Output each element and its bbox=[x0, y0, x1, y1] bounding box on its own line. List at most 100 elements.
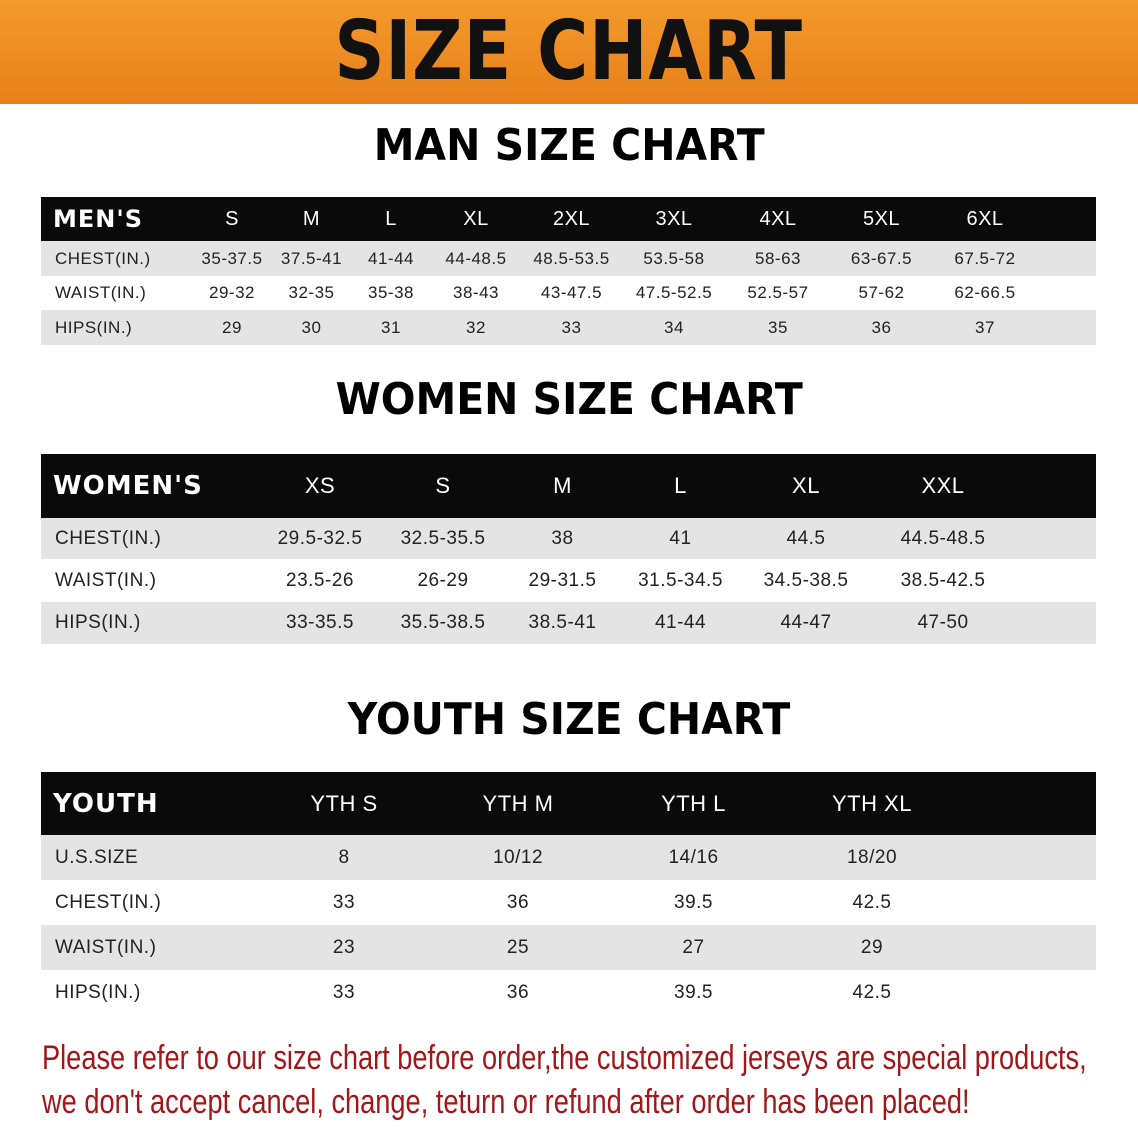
women-section-title: WOMEN SIZE CHART bbox=[0, 374, 1138, 425]
measurement-value: 29-32 bbox=[192, 276, 272, 310]
measurement-value: 38-43 bbox=[431, 276, 521, 310]
measurement-value: 33-35.5 bbox=[258, 602, 382, 644]
size-column-header: S bbox=[192, 197, 272, 241]
measurement-value: 29 bbox=[782, 925, 962, 970]
measurement-value: 43-47.5 bbox=[521, 276, 622, 310]
measurement-label: HIPS(IN.) bbox=[41, 310, 192, 345]
measurement-label: WAIST(IN.) bbox=[41, 276, 192, 310]
table-row: CHEST(IN.) 35-37.5 37.5-41 41-44 44-48.5 48.5… bbox=[41, 241, 1096, 276]
size-column-header: 3XL bbox=[622, 197, 726, 241]
measurement-value: 38 bbox=[504, 518, 621, 559]
empty-cell bbox=[962, 772, 1096, 835]
men-header-row: MEN'S S M L XL 2XL 3XL 4XL 5XL 6XL bbox=[41, 197, 1096, 241]
table-row: U.S.SIZE 8 10/12 14/16 18/20 bbox=[41, 835, 1096, 880]
women-title-text: WOMEN SIZE CHART bbox=[335, 374, 803, 425]
measurement-value: 26-29 bbox=[382, 559, 504, 602]
youth-header-label: YOUTH bbox=[41, 772, 257, 835]
measurement-value: 36 bbox=[431, 880, 605, 925]
measurement-value: 41-44 bbox=[621, 602, 740, 644]
measurement-value: 47.5-52.5 bbox=[622, 276, 726, 310]
measurement-value: 39.5 bbox=[605, 970, 782, 1015]
measurement-value: 62-66.5 bbox=[933, 276, 1037, 310]
measurement-value: 25 bbox=[431, 925, 605, 970]
youth-section-title: YOUTH SIZE CHART bbox=[0, 694, 1138, 745]
measurement-value: 47-50 bbox=[872, 602, 1014, 644]
measurement-value: 31 bbox=[351, 310, 431, 345]
measurement-value: 39.5 bbox=[605, 880, 782, 925]
measurement-value: 36 bbox=[431, 970, 605, 1015]
measurement-value: 35-37.5 bbox=[192, 241, 272, 276]
measurement-value: 41-44 bbox=[351, 241, 431, 276]
measurement-value: 38.5-42.5 bbox=[872, 559, 1014, 602]
measurement-label: U.S.SIZE bbox=[41, 835, 257, 880]
measurement-value: 42.5 bbox=[782, 970, 962, 1015]
size-column-header: XS bbox=[258, 454, 382, 518]
measurement-value: 18/20 bbox=[782, 835, 962, 880]
size-column-header: L bbox=[621, 454, 740, 518]
empty-cell bbox=[1037, 197, 1096, 241]
empty-cell bbox=[962, 835, 1096, 880]
measurement-value: 30 bbox=[272, 310, 351, 345]
size-column-header: YTH XL bbox=[782, 772, 962, 835]
youth-size-table: YOUTH YTH S YTH M YTH L YTH XL U.S.SIZE 8 10/12… bbox=[41, 772, 1096, 1015]
measurement-value: 63-67.5 bbox=[830, 241, 933, 276]
empty-cell bbox=[962, 880, 1096, 925]
men-header-label: MEN'S bbox=[41, 197, 192, 241]
measurement-label: WAIST(IN.) bbox=[41, 925, 257, 970]
size-column-header: XXL bbox=[872, 454, 1014, 518]
measurement-value: 37.5-41 bbox=[272, 241, 351, 276]
measurement-value: 34.5-38.5 bbox=[740, 559, 872, 602]
banner-title: SIZE CHART bbox=[334, 4, 804, 99]
measurement-value: 36 bbox=[830, 310, 933, 345]
measurement-value: 10/12 bbox=[431, 835, 605, 880]
measurement-value: 58-63 bbox=[726, 241, 830, 276]
women-header-label: WOMEN'S bbox=[41, 454, 258, 518]
measurement-value: 38.5-41 bbox=[504, 602, 621, 644]
measurement-label: CHEST(IN.) bbox=[41, 241, 192, 276]
empty-cell bbox=[1014, 518, 1096, 559]
measurement-value: 44-48.5 bbox=[431, 241, 521, 276]
table-row: WAIST(IN.) 23.5-26 26-29 29-31.5 31.5-34.5 34… bbox=[41, 559, 1096, 602]
table-row: HIPS(IN.) 33 36 39.5 42.5 bbox=[41, 970, 1096, 1015]
table-row: WAIST(IN.) 23 25 27 29 bbox=[41, 925, 1096, 970]
measurement-value: 33 bbox=[521, 310, 622, 345]
empty-cell bbox=[962, 970, 1096, 1015]
measurement-label: HIPS(IN.) bbox=[41, 970, 257, 1015]
measurement-value: 14/16 bbox=[605, 835, 782, 880]
table-row: HIPS(IN.) 29 30 31 32 33 34 35 36 37 bbox=[41, 310, 1096, 345]
measurement-value: 42.5 bbox=[782, 880, 962, 925]
empty-cell bbox=[962, 925, 1096, 970]
size-column-header: M bbox=[272, 197, 351, 241]
measurement-value: 52.5-57 bbox=[726, 276, 830, 310]
measurement-value: 44.5-48.5 bbox=[872, 518, 1014, 559]
measurement-value: 31.5-34.5 bbox=[621, 559, 740, 602]
size-column-header: YTH L bbox=[605, 772, 782, 835]
empty-cell bbox=[1037, 310, 1096, 345]
size-column-header: L bbox=[351, 197, 431, 241]
measurement-value: 34 bbox=[622, 310, 726, 345]
measurement-value: 32-35 bbox=[272, 276, 351, 310]
measurement-value: 33 bbox=[257, 970, 431, 1015]
youth-title-text: YOUTH SIZE CHART bbox=[347, 694, 791, 745]
men-size-table: MEN'S S M L XL 2XL 3XL 4XL 5XL 6XL CHEST(IN.) 35-37… bbox=[41, 197, 1096, 345]
measurement-value: 32.5-35.5 bbox=[382, 518, 504, 559]
empty-cell bbox=[1014, 559, 1096, 602]
measurement-value: 29-31.5 bbox=[504, 559, 621, 602]
women-header-row: WOMEN'S XS S M L XL XXL bbox=[41, 454, 1096, 518]
size-column-header: YTH M bbox=[431, 772, 605, 835]
measurement-label: CHEST(IN.) bbox=[41, 518, 258, 559]
size-column-header: XL bbox=[740, 454, 872, 518]
measurement-value: 37 bbox=[933, 310, 1037, 345]
banner: SIZE CHART bbox=[0, 0, 1138, 104]
youth-header-row: YOUTH YTH S YTH M YTH L YTH XL bbox=[41, 772, 1096, 835]
men-title-text: MAN SIZE CHART bbox=[373, 120, 765, 171]
measurement-value: 23 bbox=[257, 925, 431, 970]
empty-cell bbox=[1014, 454, 1096, 518]
size-column-header: 6XL bbox=[933, 197, 1037, 241]
measurement-value: 29 bbox=[192, 310, 272, 345]
measurement-value: 48.5-53.5 bbox=[521, 241, 622, 276]
size-column-header: XL bbox=[431, 197, 521, 241]
measurement-label: HIPS(IN.) bbox=[41, 602, 258, 644]
measurement-value: 41 bbox=[621, 518, 740, 559]
size-column-header: YTH S bbox=[257, 772, 431, 835]
